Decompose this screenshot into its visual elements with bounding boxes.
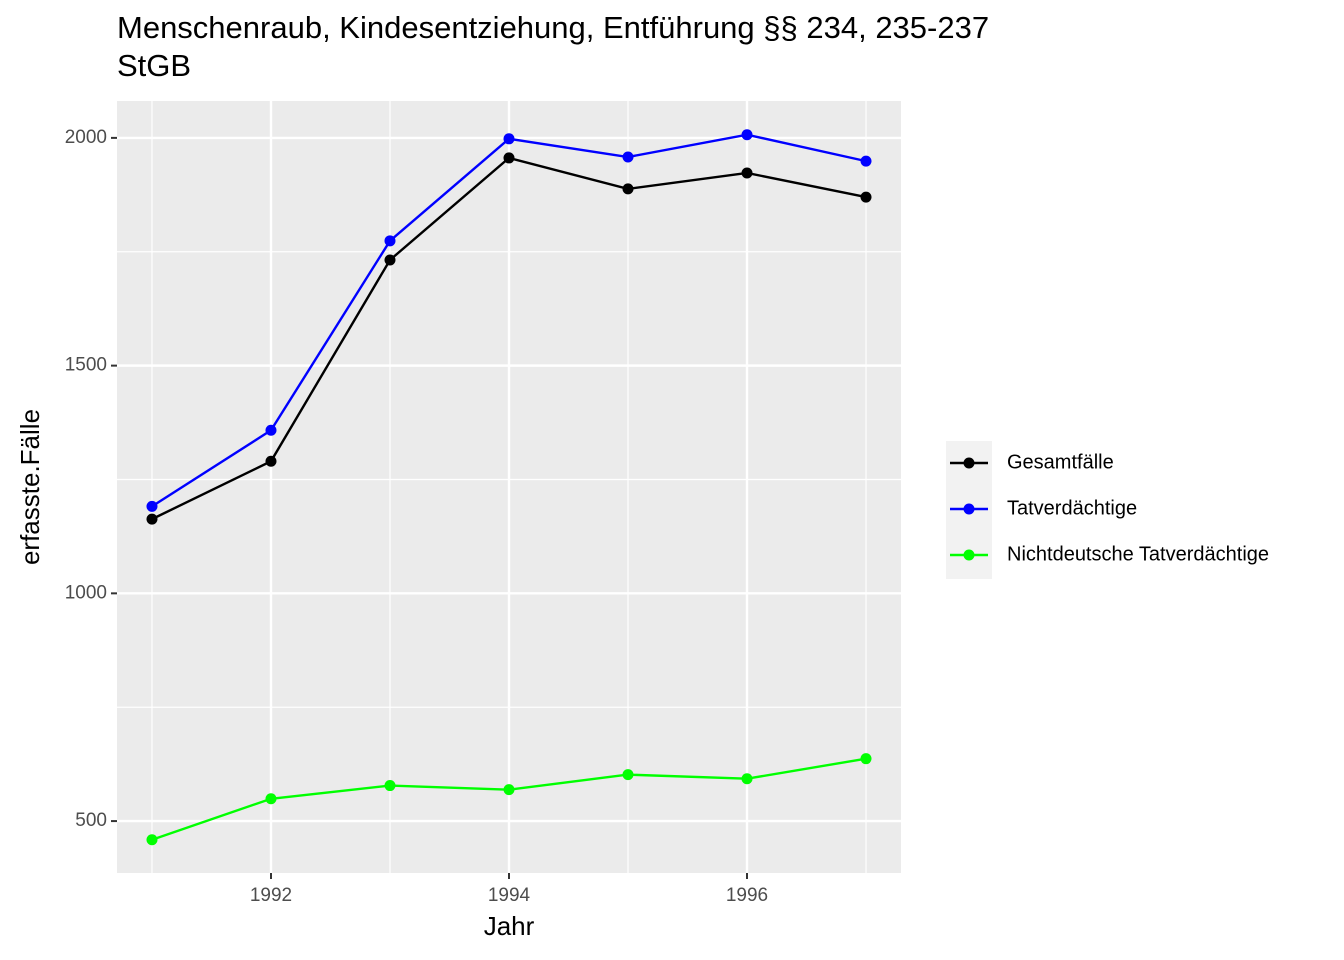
legend-label: Tatverdächtige (1007, 497, 1137, 519)
data-point (741, 167, 753, 179)
data-point (384, 254, 396, 266)
data-point (146, 834, 158, 846)
chart-title: Menschenraub, Kindesentziehung, Entführu… (117, 10, 989, 45)
x-axis-title: Jahr (484, 911, 535, 941)
x-tick-label: 1992 (250, 885, 292, 906)
legend-label: Nichtdeutsche Tatverdächtige (1007, 543, 1269, 565)
legend-key-point (963, 503, 975, 515)
data-point (741, 773, 753, 785)
data-point (622, 183, 634, 195)
y-tick-label: 500 (75, 810, 107, 831)
y-tick-label: 1500 (65, 355, 107, 376)
data-point (503, 152, 515, 164)
data-point (860, 191, 872, 203)
data-point (146, 513, 158, 525)
data-point (741, 129, 753, 141)
y-tick-label: 2000 (65, 127, 107, 148)
data-point (860, 753, 872, 765)
data-point (265, 793, 277, 805)
data-point (384, 780, 396, 792)
x-tick-label: 1994 (488, 885, 531, 906)
legend-label: Gesamtfälle (1007, 451, 1114, 473)
y-axis-title: erfasste.Fälle (15, 409, 45, 565)
data-point (622, 151, 634, 163)
data-point (622, 769, 634, 781)
data-point (265, 424, 277, 436)
data-point (503, 784, 515, 796)
data-point (384, 235, 396, 247)
x-tick-label: 1996 (726, 885, 768, 906)
data-point (503, 133, 515, 145)
y-tick-label: 1000 (65, 582, 107, 603)
data-point (265, 455, 277, 467)
chart-title: StGB (117, 48, 191, 83)
legend-key-point (963, 457, 975, 469)
data-point (146, 500, 158, 512)
data-point (860, 155, 872, 167)
legend-key-point (963, 549, 975, 561)
marks (146, 129, 872, 846)
